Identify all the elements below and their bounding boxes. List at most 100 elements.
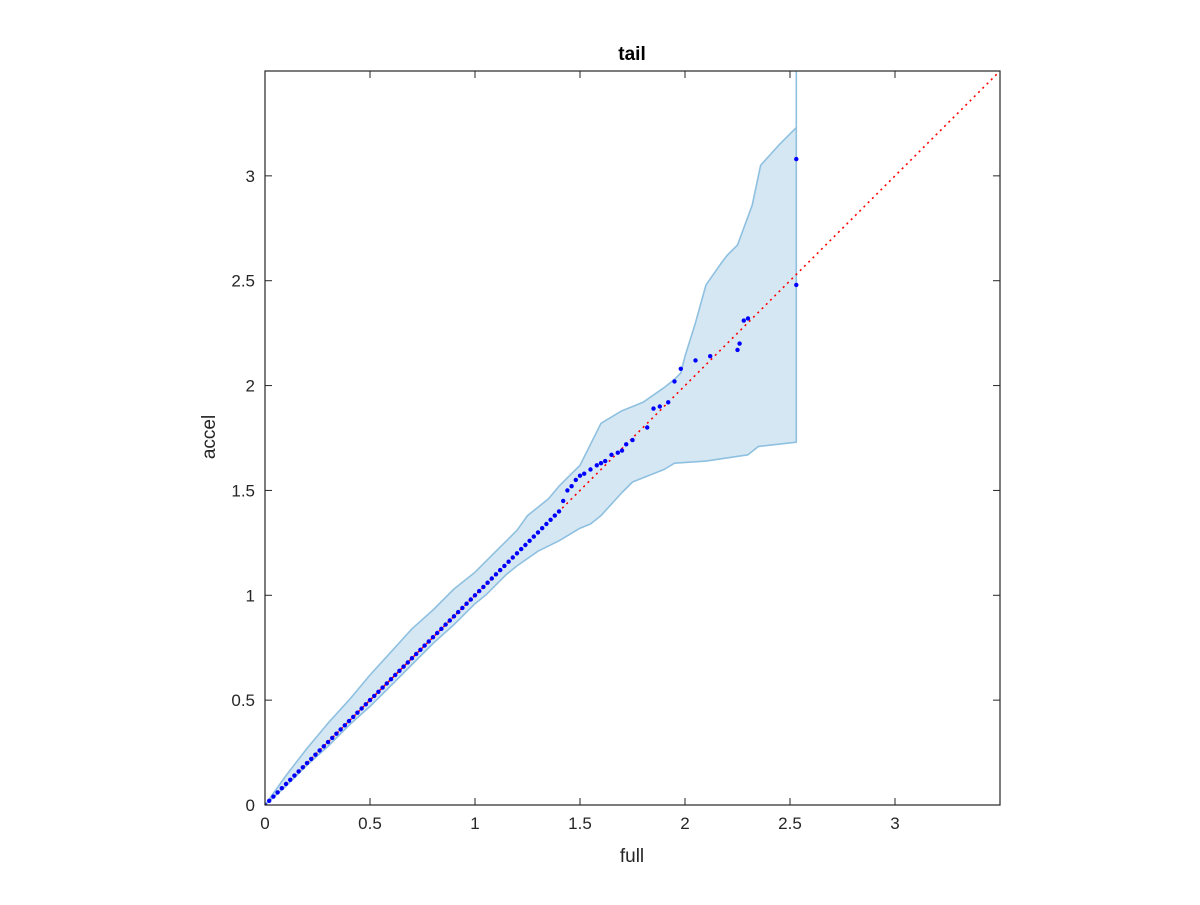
chart-title: tail [618, 44, 645, 65]
data-point [325, 739, 331, 745]
y-tick-label: 1 [246, 586, 255, 605]
data-point [304, 760, 310, 766]
data-point [544, 521, 549, 527]
data-point [552, 513, 557, 518]
data-point [598, 461, 604, 466]
data-point [657, 404, 662, 409]
y-tick-label: 0 [246, 796, 255, 815]
data-point [472, 593, 478, 598]
data-point [535, 530, 541, 535]
y-tick-label: 3 [246, 167, 255, 186]
data-point [309, 756, 314, 762]
data-point [267, 798, 272, 803]
data-point [338, 727, 343, 732]
data-point [367, 697, 373, 703]
x-tick-label: 2 [680, 814, 689, 833]
data-point [556, 509, 562, 514]
data-point [447, 618, 452, 623]
data-point [588, 467, 593, 472]
data-point [418, 647, 423, 652]
x-tick-label: 1.5 [568, 814, 592, 833]
y-tick-label: 2.5 [231, 272, 255, 291]
data-point [422, 643, 427, 648]
data-point [678, 366, 683, 371]
x-axis-label: full [620, 846, 644, 867]
data-point [271, 794, 276, 799]
data-point [477, 588, 482, 594]
data-point [426, 639, 431, 644]
data-point [519, 546, 524, 552]
data-point [561, 498, 566, 504]
data-point [693, 358, 698, 363]
data-point [573, 477, 578, 483]
data-point [603, 458, 608, 464]
data-point [630, 437, 635, 443]
data-point [672, 379, 677, 384]
data-point [666, 400, 671, 405]
data-point [794, 156, 799, 162]
data-point [527, 538, 532, 543]
x-tick-label: 0 [260, 814, 269, 833]
y-tick-label: 1.5 [231, 481, 255, 500]
x-tick-label: 2.5 [778, 814, 802, 833]
data-point [651, 406, 656, 411]
axes-box [264, 70, 1001, 806]
data-point [735, 347, 740, 353]
data-point [594, 463, 599, 468]
data-point [619, 448, 625, 453]
data-point [464, 601, 469, 606]
data-point [342, 723, 347, 728]
data-point [430, 635, 436, 640]
data-point [351, 714, 356, 720]
reference-line [265, 71, 1000, 805]
data-point [540, 526, 545, 531]
data-point [300, 765, 305, 770]
data-point [292, 773, 297, 778]
data-point [288, 777, 293, 782]
data-point [296, 769, 301, 774]
data-point [565, 488, 570, 493]
data-point [376, 689, 381, 694]
data-point [510, 555, 515, 560]
data-point [283, 781, 289, 787]
data-point [409, 656, 415, 661]
x-tick-label: 3 [890, 814, 899, 833]
y-tick-label: 0.5 [231, 691, 255, 710]
data-point [514, 551, 520, 556]
data-point [330, 735, 335, 741]
data-point [397, 668, 402, 673]
data-point [346, 718, 352, 724]
data-point [582, 471, 587, 476]
data-point [498, 567, 503, 573]
data-point [439, 626, 444, 631]
plot-content [265, 71, 1000, 805]
data-point [393, 672, 398, 678]
data-point [468, 597, 473, 602]
plot-area: 0 0.5 1 1.5 2 2.5 3 0 0.5 1 1.5 2 2.5 3 [231, 70, 1001, 833]
data-point [334, 731, 339, 736]
data-point [401, 664, 406, 669]
data-point [624, 442, 629, 447]
y-axis-label: accel [199, 415, 220, 459]
data-point [493, 572, 499, 577]
data-point [523, 542, 528, 548]
x-tick-label: 0.5 [358, 814, 382, 833]
data-point [363, 702, 368, 707]
data-point [577, 473, 583, 478]
data-point [359, 706, 364, 711]
data-point [313, 752, 318, 757]
data-point [388, 677, 394, 682]
confidence-band [265, 71, 798, 805]
data-point [460, 605, 465, 611]
data-point [321, 744, 326, 749]
data-point [384, 681, 389, 686]
data-point [372, 693, 377, 699]
data-point [414, 651, 419, 657]
data-point [485, 580, 490, 585]
data-point [502, 563, 507, 569]
data-point [317, 748, 322, 753]
data-point [741, 318, 746, 323]
x-tick-label: 1 [470, 814, 479, 833]
